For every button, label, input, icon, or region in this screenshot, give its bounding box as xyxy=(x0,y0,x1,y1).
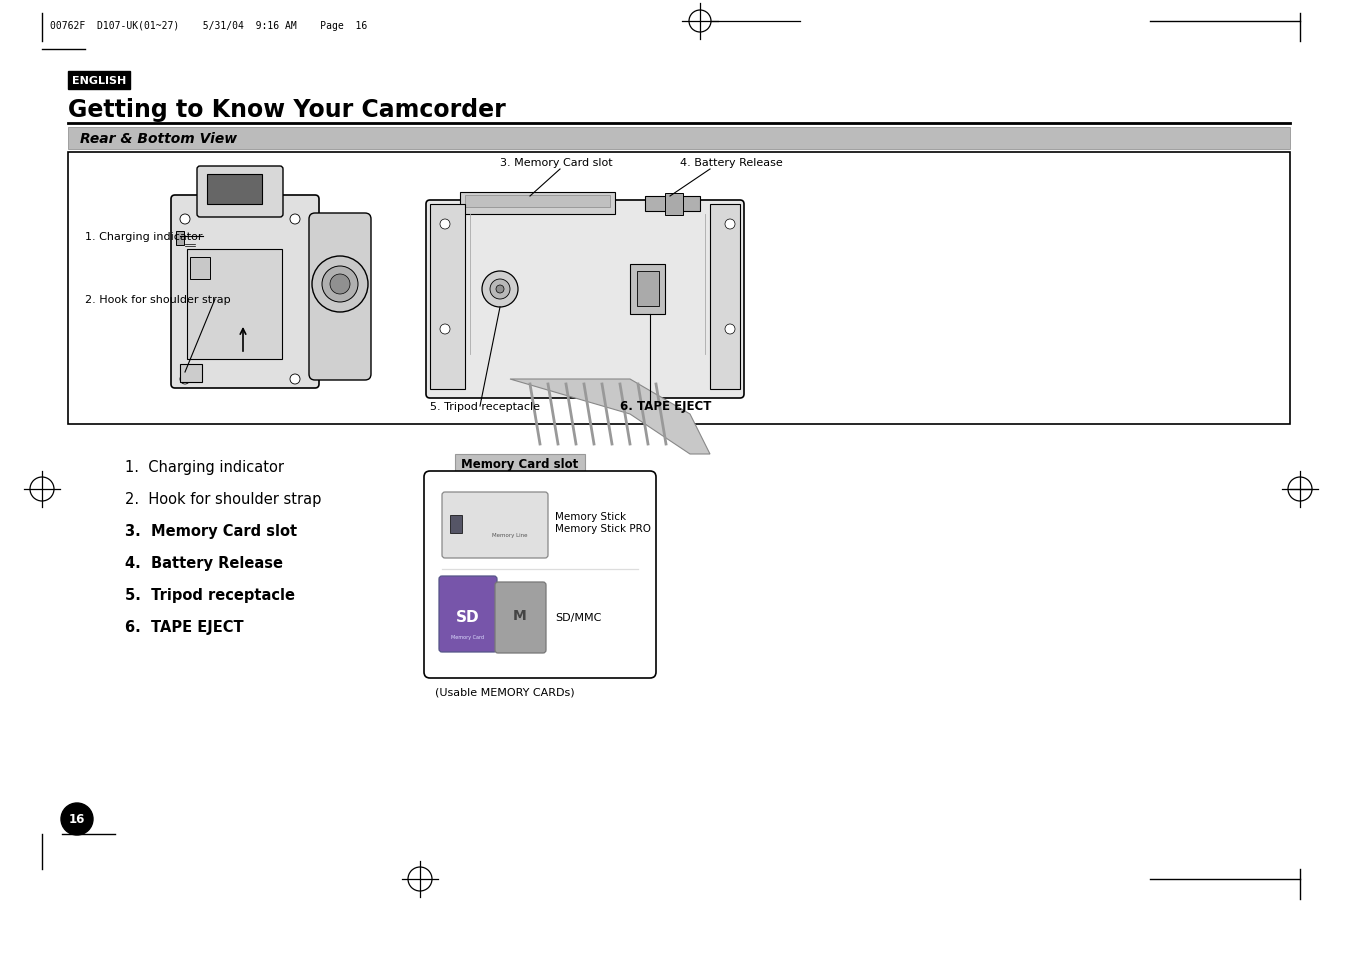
Text: SD: SD xyxy=(457,610,480,625)
Text: 5.  Tripod receptacle: 5. Tripod receptacle xyxy=(126,587,295,602)
Circle shape xyxy=(290,375,300,385)
FancyBboxPatch shape xyxy=(68,71,130,90)
Text: Getting to Know Your Camcorder: Getting to Know Your Camcorder xyxy=(68,98,505,122)
FancyBboxPatch shape xyxy=(309,213,372,380)
FancyBboxPatch shape xyxy=(426,201,744,398)
Bar xyxy=(665,193,684,215)
Bar xyxy=(630,265,665,314)
Text: Rear & Bottom View: Rear & Bottom View xyxy=(80,132,238,146)
Text: 5. Tripod receptacle: 5. Tripod receptacle xyxy=(430,401,540,412)
Text: 4.  Battery Release: 4. Battery Release xyxy=(126,556,282,571)
Polygon shape xyxy=(509,379,711,455)
Bar xyxy=(68,128,1290,150)
Text: M: M xyxy=(513,608,527,622)
Text: Memory Card slot: Memory Card slot xyxy=(462,457,578,471)
Bar xyxy=(450,516,462,534)
Text: 2.  Hook for shoulder strap: 2. Hook for shoulder strap xyxy=(126,492,322,506)
Circle shape xyxy=(322,267,358,303)
Text: 6. TAPE EJECT: 6. TAPE EJECT xyxy=(620,400,712,413)
Bar xyxy=(176,232,184,246)
Text: 1. Charging indicator: 1. Charging indicator xyxy=(85,232,203,242)
FancyBboxPatch shape xyxy=(439,577,497,652)
Bar xyxy=(711,205,740,390)
Circle shape xyxy=(180,214,190,225)
Text: 16: 16 xyxy=(69,813,85,825)
Bar xyxy=(430,205,465,390)
Circle shape xyxy=(180,375,190,385)
Text: 3. Memory Card slot: 3. Memory Card slot xyxy=(500,158,612,168)
Circle shape xyxy=(61,803,93,835)
Circle shape xyxy=(330,274,350,294)
Circle shape xyxy=(440,325,450,335)
Text: Memory Line: Memory Line xyxy=(492,533,528,537)
Text: 6.  TAPE EJECT: 6. TAPE EJECT xyxy=(126,619,243,635)
Circle shape xyxy=(725,325,735,335)
Circle shape xyxy=(312,256,367,313)
FancyBboxPatch shape xyxy=(197,167,282,218)
Text: 3.  Memory Card slot: 3. Memory Card slot xyxy=(126,523,297,538)
Bar xyxy=(638,272,659,307)
Text: 00762F  D107-UK(01~27)    5/31/04  9:16 AM    Page  16: 00762F D107-UK(01~27) 5/31/04 9:16 AM Pa… xyxy=(50,21,367,30)
FancyBboxPatch shape xyxy=(172,195,319,389)
Circle shape xyxy=(440,220,450,230)
FancyBboxPatch shape xyxy=(494,582,546,654)
Bar xyxy=(465,195,611,208)
FancyBboxPatch shape xyxy=(442,493,549,558)
Bar xyxy=(180,365,203,382)
FancyBboxPatch shape xyxy=(455,455,585,474)
Text: (Usable MEMORY CARDs): (Usable MEMORY CARDs) xyxy=(435,687,574,698)
Text: 2. Hook for shoulder strap: 2. Hook for shoulder strap xyxy=(85,294,231,305)
FancyBboxPatch shape xyxy=(424,472,657,679)
Circle shape xyxy=(725,220,735,230)
Text: 1.  Charging indicator: 1. Charging indicator xyxy=(126,459,284,475)
Circle shape xyxy=(496,286,504,294)
Circle shape xyxy=(482,272,517,308)
Bar xyxy=(459,193,615,214)
Text: SD/MMC: SD/MMC xyxy=(555,613,601,622)
Bar xyxy=(186,250,282,359)
Circle shape xyxy=(290,214,300,225)
Text: 4. Battery Release: 4. Battery Release xyxy=(680,158,782,168)
Bar xyxy=(207,174,262,205)
Bar xyxy=(644,196,700,212)
Text: Memory Stick
Memory Stick PRO: Memory Stick Memory Stick PRO xyxy=(555,512,651,534)
Text: ENGLISH: ENGLISH xyxy=(72,76,126,86)
Text: Memory Card: Memory Card xyxy=(451,635,485,639)
Bar xyxy=(190,257,209,280)
Circle shape xyxy=(490,280,509,299)
Bar xyxy=(68,152,1290,424)
